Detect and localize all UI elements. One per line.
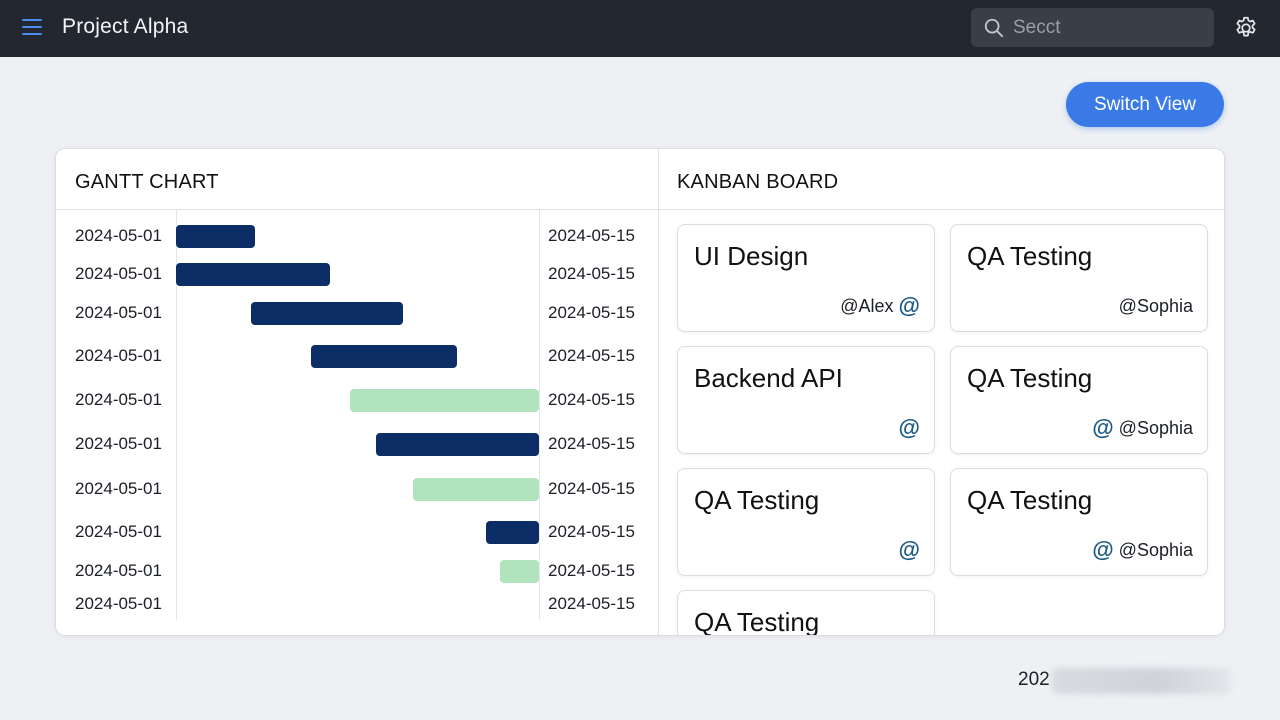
at-mention-icon: @	[1092, 537, 1114, 562]
at-mention-icon: @	[1092, 415, 1114, 440]
gantt-end-date: 2024-05-15	[548, 561, 635, 580]
gantt-task-bar[interactable]	[176, 263, 330, 286]
assignee-name: @Sophia	[1118, 417, 1193, 438]
search-box[interactable]	[971, 8, 1214, 47]
gantt-start-gridline	[176, 210, 177, 620]
gantt-row: 2024-05-01 2024-05-15	[56, 518, 658, 548]
at-mention-icon: @	[898, 537, 920, 562]
kanban-card[interactable]: UI Design @Alex @	[677, 224, 935, 332]
kanban-card-title: QA Testing	[967, 241, 1093, 271]
gantt-row: 2024-05-01 2024-05-15	[56, 557, 658, 587]
kanban-board: UI Design @Alex @ QA Testing @Sophia Backend …	[659, 210, 1224, 636]
gantt-end-date: 2024-05-15	[548, 390, 635, 409]
gantt-task-bar[interactable]	[176, 225, 255, 248]
search-icon	[984, 18, 1004, 38]
gantt-row: 2024-05-01 2024-05-15	[56, 386, 658, 416]
gantt-end-date: 2024-05-15	[548, 522, 635, 541]
kanban-card[interactable]: Backend API @	[677, 346, 935, 454]
main-panel: GANTT CHART KANBAN BOARD 2024-05-01 2024-…	[55, 148, 1225, 636]
gantt-task-bar[interactable]	[251, 302, 403, 325]
footer-blurred-text	[1052, 668, 1230, 694]
gantt-task-bar[interactable]	[311, 345, 457, 368]
gantt-row: 2024-05-01 2024-05-15	[56, 590, 658, 620]
gantt-start-date: 2024-05-01	[75, 561, 162, 580]
kanban-card-assignee: @Alex @	[840, 295, 920, 317]
at-mention-icon: @	[898, 293, 920, 318]
gantt-end-date: 2024-05-15	[548, 434, 635, 453]
gantt-task-bar[interactable]	[413, 478, 539, 501]
assignee-name: @Sophia	[1118, 296, 1193, 316]
gantt-start-date: 2024-05-01	[75, 226, 162, 245]
gantt-start-date: 2024-05-01	[75, 346, 162, 365]
app-title: Project Alpha	[62, 15, 189, 38]
kanban-board-title: KANBAN BOARD	[677, 171, 839, 193]
gantt-row: 2024-05-01 2024-05-15	[56, 430, 658, 460]
gantt-start-date: 2024-05-01	[75, 479, 162, 498]
kanban-card-assignee: @Sophia	[1119, 296, 1193, 317]
gantt-task-bar[interactable]	[350, 389, 539, 412]
at-mention-icon: @	[898, 415, 920, 440]
kanban-card-title: QA Testing	[694, 485, 820, 515]
gantt-chart-title: GANTT CHART	[75, 171, 219, 193]
gantt-end-date: 2024-05-15	[548, 264, 635, 283]
gantt-end-date: 2024-05-15	[548, 479, 635, 498]
hamburger-menu-icon[interactable]	[22, 19, 42, 37]
kanban-card-assignee: @ @Sophia	[1092, 539, 1193, 561]
kanban-card-assignee: @ @Sophia	[1092, 417, 1193, 439]
gantt-end-date: 2024-05-15	[548, 594, 635, 613]
footer-text: 202	[1018, 669, 1050, 690]
gantt-end-date: 2024-05-15	[548, 346, 635, 365]
kanban-card-title: QA Testing	[967, 363, 1093, 393]
gantt-start-date: 2024-05-01	[75, 303, 162, 322]
gantt-task-bar[interactable]	[376, 433, 539, 456]
kanban-card-assignee: @	[899, 417, 920, 439]
gantt-end-gridline	[539, 210, 540, 620]
assignee-name: @Sophia	[1118, 539, 1193, 560]
gantt-row: 2024-05-01 2024-05-15	[56, 475, 658, 505]
section-divider	[658, 149, 659, 635]
kanban-card-title: QA Testing	[967, 485, 1093, 515]
gantt-start-date: 2024-05-01	[75, 434, 162, 453]
kanban-card-title: Backend API	[694, 363, 843, 393]
gantt-end-date: 2024-05-15	[548, 303, 635, 322]
kanban-card-title: QA Testing	[694, 607, 820, 636]
gantt-end-date: 2024-05-15	[548, 226, 635, 245]
kanban-card[interactable]: QA Testing	[677, 590, 935, 636]
search-input[interactable]	[1013, 8, 1203, 47]
gantt-task-bar[interactable]	[500, 560, 539, 583]
gantt-chart: 2024-05-01 2024-05-15 2024-05-01 2024-05-15…	[56, 210, 658, 635]
kanban-card-title: UI Design	[694, 241, 809, 271]
gantt-task-bar[interactable]	[486, 521, 539, 544]
kanban-card-assignee: @	[899, 539, 920, 561]
header-divider	[56, 209, 1224, 210]
gantt-row: 2024-05-01 2024-05-15	[56, 222, 658, 252]
assignee-name: @Alex	[840, 295, 894, 316]
gantt-start-date: 2024-05-01	[75, 264, 162, 283]
kanban-card[interactable]: QA Testing @ @Sophia	[950, 468, 1208, 576]
gantt-row: 2024-05-01 2024-05-15	[56, 260, 658, 290]
gear-icon[interactable]	[1233, 15, 1259, 41]
gantt-start-date: 2024-05-01	[75, 594, 162, 613]
switch-view-button[interactable]: Switch View	[1066, 82, 1224, 127]
kanban-card[interactable]: QA Testing @Sophia	[950, 224, 1208, 332]
gantt-row: 2024-05-01 2024-05-15	[56, 342, 658, 372]
gantt-row: 2024-05-01 2024-05-15	[56, 299, 658, 329]
gantt-start-date: 2024-05-01	[75, 522, 162, 541]
top-bar: Project Alpha	[0, 0, 1280, 57]
kanban-card[interactable]: QA Testing @	[677, 468, 935, 576]
kanban-card[interactable]: QA Testing @ @Sophia	[950, 346, 1208, 454]
gantt-start-date: 2024-05-01	[75, 390, 162, 409]
